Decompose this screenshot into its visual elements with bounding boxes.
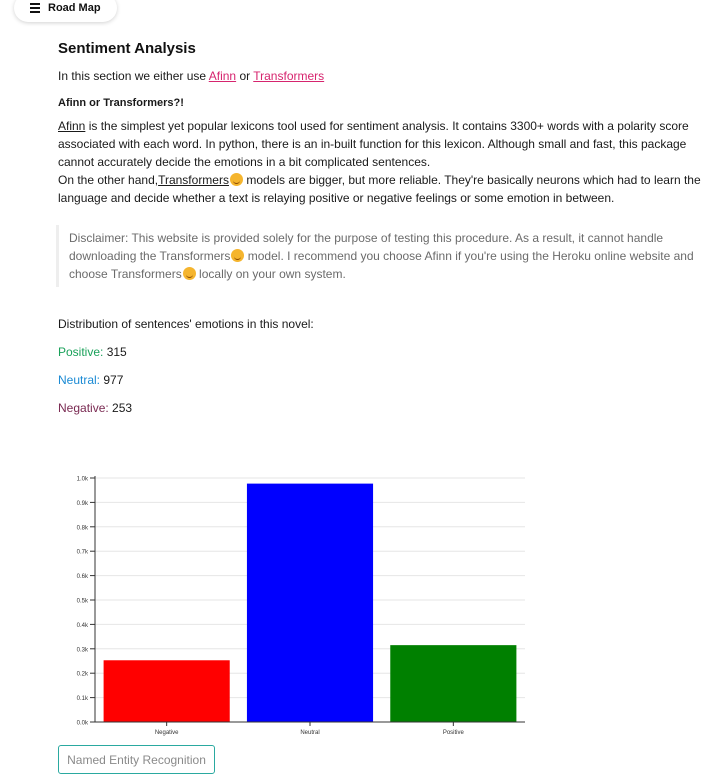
bar-neutral (246, 483, 374, 722)
disclaimer-blockquote: Disclaimer: This website is provided sol… (56, 225, 696, 287)
disclaimer-text-2: model. I recommend you choose Afinn if y… (69, 249, 694, 281)
sentiment-bar-chart: 0.0k 0.1k 0.2k 0.3k 0.4k 0.5k 0.6k 0.7k 0.8k 0.9k… (77, 476, 525, 736)
afinn-paragraph: Afinn is the simplest yet popular lexico… (58, 117, 708, 171)
negative-stat: Negative: 253 (58, 401, 708, 415)
y-tick-label: 0.2k (77, 672, 89, 678)
afinn-doc-link[interactable]: Afinn (58, 119, 86, 133)
transformers-paragraph: On the other hand,Transformers models ar… (58, 171, 708, 207)
y-tick-label: 0.7k (77, 550, 89, 556)
positive-value: 315 (106, 345, 127, 359)
transformers-prefix: On the other hand, (58, 173, 159, 187)
y-tick-label: 0.8k (77, 525, 89, 531)
section-title: Sentiment Analysis (58, 40, 196, 57)
positive-stat: Positive: 315 (58, 345, 708, 359)
hugging-face-icon (182, 267, 196, 280)
afinn-description: is the simplest yet popular lexicons too… (58, 119, 689, 169)
y-tick-label: 0.4k (77, 623, 89, 629)
bar-positive (390, 645, 517, 722)
intro-or-text: or (239, 69, 251, 83)
hamburger-icon (30, 1, 40, 15)
hugging-face-icon (231, 249, 245, 262)
transformers-link[interactable]: Transformers (253, 69, 325, 83)
x-tick-label: Negative (155, 730, 179, 736)
x-tick-label: Neutral (300, 730, 319, 736)
bar-negative (103, 660, 230, 722)
comparison-subtitle: Afinn or Transformers?! (58, 97, 184, 109)
transformers-doc-link[interactable]: Transformers (158, 173, 229, 187)
y-tick-label: 0.9k (77, 501, 89, 507)
neutral-label: Neutral: (58, 373, 101, 387)
intro-text: In this section we either use (58, 69, 207, 83)
negative-label: Negative: (58, 401, 109, 415)
negative-value: 253 (112, 401, 133, 415)
road-map-button[interactable]: Road Map (14, 0, 117, 22)
y-tick-label: 0.1k (77, 696, 89, 702)
disclaimer-text-1: Disclaimer: This website is provided sol… (69, 231, 664, 263)
y-tick-label: 0.5k (77, 599, 89, 605)
named-entity-recognition-button[interactable]: Named Entity Recognition (58, 745, 215, 774)
y-tick-label: 0.3k (77, 647, 89, 653)
section-intro: In this section we either use Afinn or T… (58, 69, 708, 83)
neutral-value: 977 (103, 373, 124, 387)
neutral-stat: Neutral: 977 (58, 373, 708, 387)
y-tick-label: 0.6k (77, 574, 89, 580)
transformers-description: models are bigger, but more reliable. Th… (58, 173, 701, 205)
positive-label: Positive: (58, 345, 104, 359)
afinn-link[interactable]: Afinn (208, 69, 237, 83)
hugging-face-icon (229, 173, 243, 186)
disclaimer-text-3: locally on your own system. (195, 267, 346, 281)
y-tick-label: 0.0k (77, 721, 89, 727)
distribution-intro: Distribution of sentences' emotions in t… (58, 317, 314, 331)
y-tick-label: 1.0k (77, 477, 89, 483)
x-tick-label: Positive (443, 730, 465, 736)
sentiment-section: Sentiment Analysis In this section we ei… (56, 40, 708, 415)
road-map-label: Road Map (48, 2, 101, 14)
